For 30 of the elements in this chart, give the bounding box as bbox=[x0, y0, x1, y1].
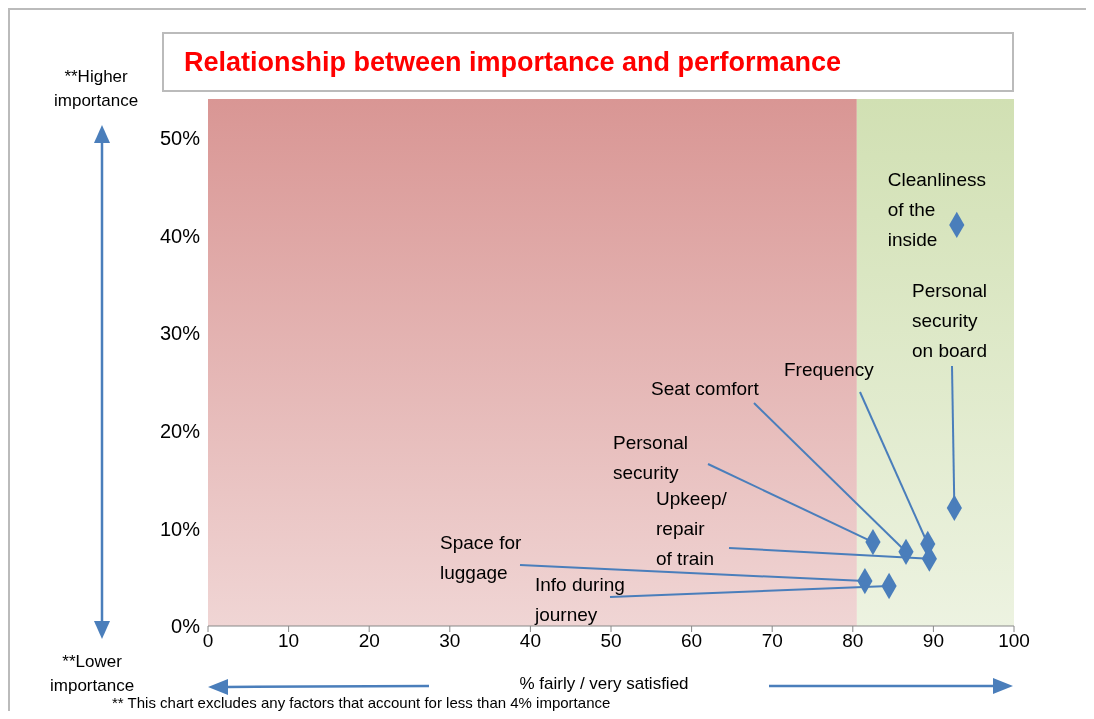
text: ** This chart excludes any factors that account for less than 4% importance bbox=[112, 694, 611, 712]
annotation: Frequency bbox=[784, 358, 874, 382]
y-tick-label: 10% bbox=[159, 517, 201, 540]
x-tick-label: 0 bbox=[202, 630, 214, 652]
annotation: Seat comfort bbox=[651, 377, 759, 401]
x-tick-label: 20 bbox=[358, 630, 380, 652]
y-tick-label: 0% bbox=[171, 615, 201, 638]
y-tick-label: 50% bbox=[159, 127, 201, 150]
x-tick-label: 80 bbox=[842, 630, 864, 652]
annotation: Personal security on board bbox=[912, 279, 988, 363]
x-tick-label: 60 bbox=[681, 630, 703, 652]
annotation: Space for luggage bbox=[440, 531, 522, 585]
annotation: Upkeep/ repair of train bbox=[656, 487, 727, 571]
y-tick-label: 20% bbox=[159, 419, 201, 442]
x-tick-label: 40 bbox=[519, 630, 541, 652]
annotation: Cleanliness of the inside bbox=[887, 167, 986, 252]
y-tick-label: 30% bbox=[159, 322, 201, 345]
x-tick-label: 10 bbox=[278, 630, 300, 652]
text: **Lower importance bbox=[50, 651, 135, 697]
x-tick-label: 90 bbox=[922, 630, 944, 652]
x-tick-label: 70 bbox=[761, 630, 783, 652]
x-tick-label: 50 bbox=[600, 630, 622, 652]
text: **Higher importance bbox=[54, 66, 139, 112]
x-axis-title: % fairly / very satisfied bbox=[519, 674, 689, 693]
x-tick-label: 30 bbox=[439, 630, 461, 652]
y-tick-label: 40% bbox=[159, 224, 201, 247]
x-tick-label: 100 bbox=[998, 630, 1030, 652]
annotation: Personal security bbox=[613, 431, 688, 485]
annotation: Info during journey bbox=[535, 573, 625, 627]
chart-title: Relationship between importance and performance bbox=[184, 46, 842, 78]
